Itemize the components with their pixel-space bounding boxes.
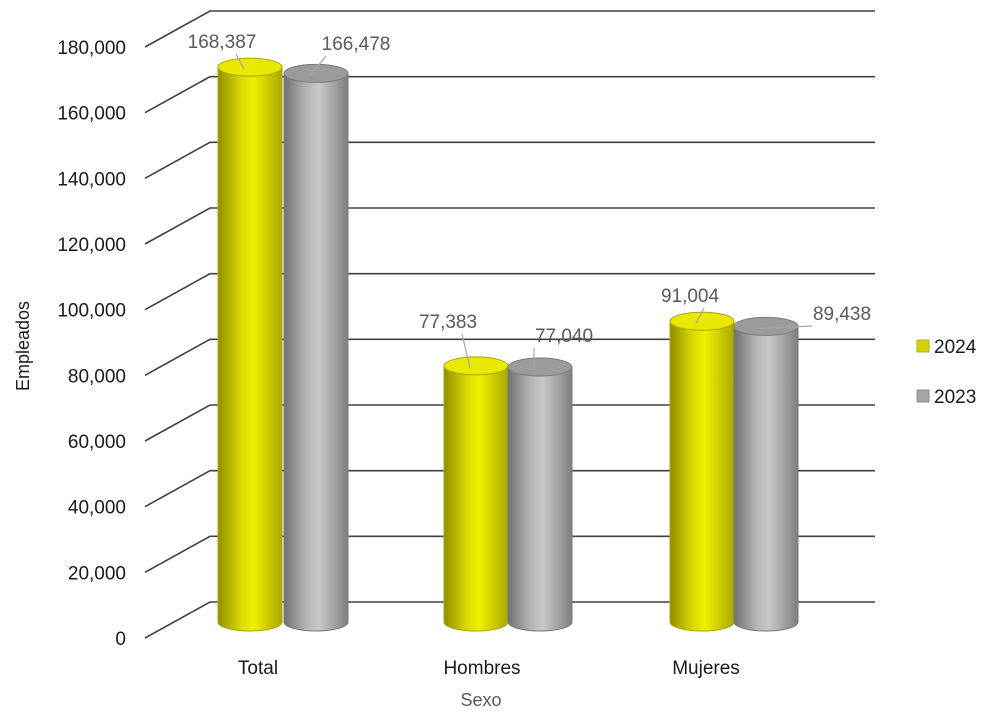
gridline (144, 141, 875, 180)
gridline (144, 75, 875, 114)
legend-swatch (916, 389, 930, 403)
y-axis-title: Empleados (13, 301, 33, 391)
bar-top (733, 316, 799, 336)
x-axis-categories: Total Hombres Mujeres (238, 658, 740, 679)
leader-line (235, 53, 245, 70)
gridline (144, 207, 875, 245)
legend-swatch (916, 339, 930, 353)
bar (733, 316, 799, 632)
gridline (144, 272, 875, 311)
bar (669, 311, 735, 632)
bar (283, 63, 349, 632)
bar-body (443, 365, 509, 632)
gridline (144, 535, 875, 574)
leader-line (759, 325, 813, 329)
bar-body (669, 320, 735, 632)
y-tick-label: 0 (115, 629, 126, 650)
gridlines (144, 10, 875, 639)
bars (217, 57, 799, 632)
y-tick-label: 60,000 (68, 432, 126, 453)
bar-body (217, 66, 283, 632)
data-label: 91,004 (661, 286, 720, 307)
bar-body (733, 325, 799, 632)
y-tick-label: 40,000 (68, 498, 126, 519)
bar-top (443, 356, 509, 376)
bar-top (283, 63, 349, 83)
bar-body (283, 72, 349, 632)
x-tick-label: Hombres (443, 658, 520, 679)
bar (443, 356, 509, 632)
gridline (144, 404, 875, 442)
data-label: 89,438 (813, 304, 871, 325)
y-tick-label: 140,000 (57, 169, 126, 190)
data-label: 77,383 (419, 312, 477, 333)
y-axis-ticks: 0 20,000 40,000 60,000 80,000 100,000 120,000 1… (57, 38, 126, 650)
legend: 2024 2023 (916, 337, 977, 408)
x-axis-title: Sexo (460, 690, 501, 710)
bar-body (507, 366, 573, 632)
data-label: 77,040 (535, 326, 593, 347)
bar (507, 357, 573, 632)
gridline (144, 601, 875, 639)
leader-line (309, 55, 327, 76)
bar-top (217, 57, 283, 77)
x-tick-label: Total (238, 658, 278, 679)
legend-label: 2023 (934, 387, 976, 408)
y-tick-label: 180,000 (57, 38, 126, 59)
bar-top (669, 311, 735, 331)
y-tick-label: 120,000 (57, 235, 126, 256)
y-tick-label: 20,000 (68, 563, 126, 584)
data-labels: 168,387 166,478 77,383 77,040 91,004 89,438 (188, 32, 871, 370)
leader-line (461, 333, 471, 369)
gridline (144, 10, 875, 48)
y-tick-label: 100,000 (57, 301, 126, 322)
y-tick-label: 80,000 (68, 366, 126, 387)
data-label: 166,478 (322, 34, 391, 55)
legend-label: 2024 (934, 337, 977, 358)
data-label: 168,387 (188, 32, 257, 53)
bar (217, 57, 283, 632)
x-tick-label: Mujeres (672, 658, 740, 679)
y-tick-label: 160,000 (57, 104, 126, 125)
gridline (144, 469, 875, 508)
leader-line (695, 307, 705, 324)
gridline (144, 338, 875, 377)
bar-top (507, 357, 573, 377)
